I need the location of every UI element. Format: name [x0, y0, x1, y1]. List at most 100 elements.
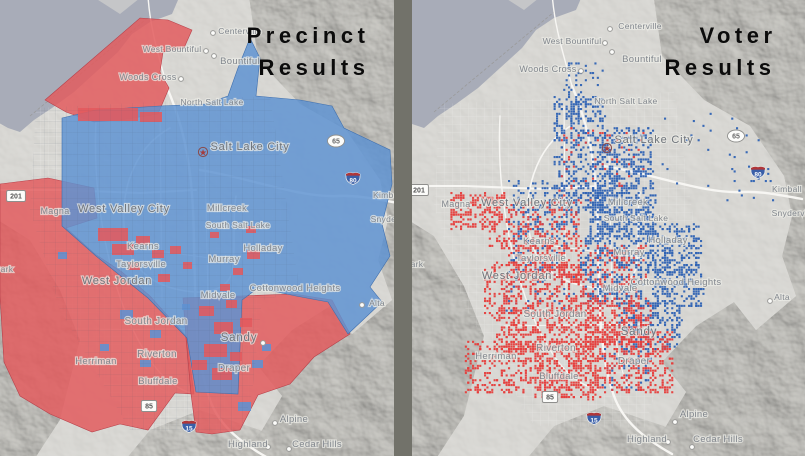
- map-label-west-jordan: West Jordan: [482, 270, 552, 282]
- town-marker: [672, 419, 678, 425]
- voter-dot-cluster-south-jordan-red: [493, 307, 597, 355]
- town-marker: [767, 298, 773, 304]
- voter-dot-cluster-bluffdale-red: [534, 352, 602, 401]
- map-label-alpine: Alpine: [280, 414, 308, 425]
- map-label-herriman: Herriman: [75, 356, 116, 367]
- town-marker: [689, 444, 695, 450]
- map-label-woods-cross: Woods Cross: [119, 72, 176, 82]
- map-label-park: Park: [0, 264, 14, 274]
- map-label-west-bountiful: West Bountiful: [143, 44, 202, 54]
- voter-dot-cluster-west-valley-red: [488, 199, 580, 250]
- route-shield-65: 65: [727, 129, 745, 143]
- map-label-taylorsville: Taylorsville: [516, 253, 566, 264]
- town-marker: [665, 439, 671, 445]
- map-label-highland: Highland: [627, 434, 667, 445]
- town-marker: [602, 40, 608, 46]
- town-marker: [359, 302, 365, 308]
- map-label-west-jordan: West Jordan: [82, 275, 152, 287]
- map-label-north-salt-lake: North Salt Lake: [180, 97, 243, 107]
- precinct-results-map: ★ 201 65 80 15 85 Centerville Bountiful West B…: [0, 0, 394, 456]
- voter-dot-cluster-sandy-west-red: [584, 297, 652, 346]
- map-label-highland: Highland: [228, 439, 268, 450]
- svg-text:★: ★: [199, 147, 207, 157]
- map-label-south-jordan: South Jordan: [124, 316, 187, 327]
- map-label-kearns: Kearns: [127, 241, 159, 252]
- map-label-bountiful: Bountiful: [622, 54, 662, 65]
- svg-text:85: 85: [145, 403, 153, 410]
- map-label-midvale: Midvale: [603, 283, 638, 294]
- map-label-snyderville: Snyderville: [371, 214, 394, 224]
- town-marker: [211, 53, 217, 59]
- map-label-south-jordan: South Jordan: [523, 309, 586, 320]
- map-label-sandy: Sandy: [221, 332, 258, 344]
- town-marker: [272, 420, 278, 426]
- map-label-bountiful: Bountiful: [220, 56, 260, 67]
- precinct-patch: [262, 344, 271, 351]
- map-label-alpine: Alpine: [680, 409, 708, 420]
- precinct-borders-grid: [30, 96, 300, 432]
- town-marker: [210, 30, 216, 36]
- map-label-woods-cross: Woods Cross: [519, 64, 576, 74]
- map-label-bluffdale: Bluffdale: [539, 371, 579, 382]
- svg-text:15: 15: [185, 425, 193, 432]
- voter-dot-cluster-millcreek: [587, 187, 657, 240]
- route-shield-201: 201: [6, 190, 26, 202]
- map-label-herriman: Herriman: [475, 351, 516, 362]
- map-label-draper: Draper: [618, 356, 651, 367]
- map-label-holladay: Holladay: [243, 243, 282, 254]
- map-label-midvale: Midvale: [201, 290, 236, 301]
- route-shield-201: 201: [412, 184, 429, 196]
- interstate-shield-80: 80: [345, 172, 361, 185]
- map-label-magna: Magna: [40, 206, 69, 216]
- voter-title-line2: Results: [665, 55, 776, 80]
- map-label-cottonwood-heights: Cottonwood Heights: [250, 283, 341, 294]
- town-marker: [178, 76, 184, 82]
- map-label-north-salt-lake: North Salt Lake: [594, 96, 657, 106]
- town-marker: [607, 26, 613, 32]
- map-label-centerville: Centerville: [218, 26, 261, 36]
- voter-results-map: ★ 201 65 80 15 85 Centerville Bountiful West B…: [412, 0, 805, 456]
- map-label-murray: Murray: [208, 254, 239, 265]
- map-label-alta: Alta: [774, 292, 790, 302]
- map-label-riverton: Riverton: [137, 349, 177, 360]
- voter-dot-cluster-midvale-red: [584, 244, 647, 303]
- map-label-riverton: Riverton: [536, 343, 576, 354]
- voter-dot-cluster-riverton-herriman: [464, 340, 585, 394]
- voter-title-line1: Voter: [699, 23, 776, 48]
- map-label-south-salt-lake: South Salt Lake: [604, 213, 669, 223]
- map-label-south-salt-lake: South Salt Lake: [206, 220, 271, 230]
- map-label-cedar-hills: Cedar Hills: [693, 434, 743, 445]
- route-shield-85: 85: [140, 400, 158, 412]
- map-label-taylorsville: Taylorsville: [116, 259, 166, 270]
- map-label-kimball: Kimball: [772, 184, 802, 194]
- voter-dot-cluster-slc-east: [599, 127, 655, 187]
- voter-dot-cluster-canyon-sparse: [661, 112, 775, 202]
- map-label-west-valley-city: West Valley City: [78, 203, 170, 215]
- map-label-holladay: Holladay: [648, 235, 687, 246]
- precinct-patch: [252, 360, 263, 368]
- map-label-cedar-hills: Cedar Hills: [292, 439, 342, 450]
- town-marker: [609, 49, 615, 55]
- town-marker: [578, 68, 584, 74]
- interstate-shield-80: 80: [750, 166, 766, 179]
- town-marker: [260, 340, 266, 346]
- map-label-west-valley-city: West Valley City: [481, 197, 573, 209]
- svg-text:80: 80: [349, 177, 357, 184]
- precinct-title-line2: Results: [259, 55, 370, 80]
- map-label-millcreek: Millcreek: [207, 203, 247, 214]
- map-label-salt-lake-city: Salt Lake City: [614, 134, 693, 146]
- voter-dot-cluster-holladay: [644, 223, 703, 274]
- map-label-west-bountiful: West Bountiful: [543, 36, 602, 46]
- route-shield-85: 85: [541, 391, 559, 403]
- map-label-millcreek: Millcreek: [608, 197, 648, 208]
- panel-divider: [394, 0, 412, 456]
- town-marker: [286, 446, 292, 452]
- precinct-title-line1: Precinct: [247, 23, 370, 48]
- map-label-salt-lake-city: Salt Lake City: [210, 141, 289, 153]
- svg-text:201: 201: [10, 193, 22, 200]
- map-label-centerville: Centerville: [618, 21, 661, 31]
- capital-star-icon: ★: [601, 142, 613, 153]
- voter-dot-cluster-west-jordan-red: [484, 261, 587, 317]
- route-shield-65: 65: [327, 134, 345, 148]
